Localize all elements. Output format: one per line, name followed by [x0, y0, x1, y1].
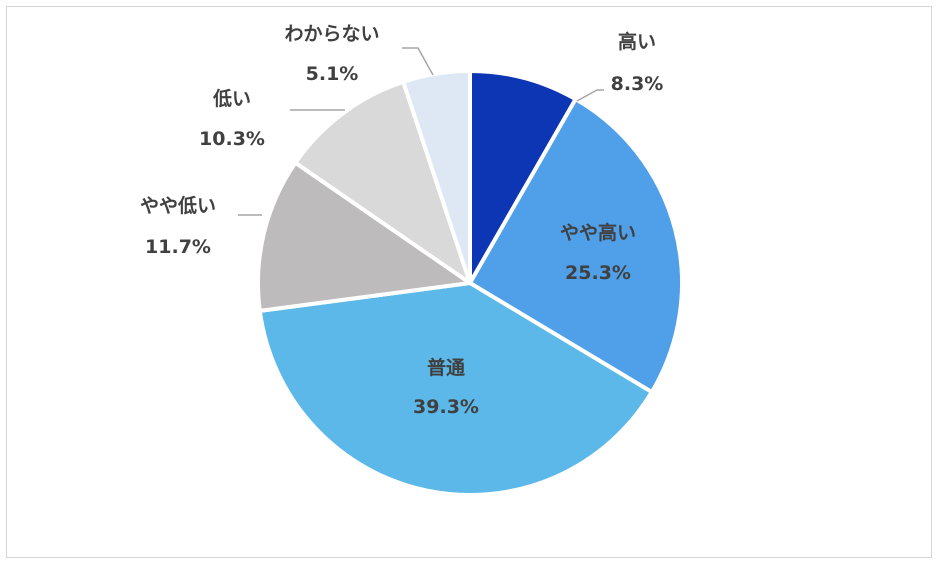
slice-label-name-1: 高い: [618, 30, 656, 53]
slice-label-name-4: やや低い: [140, 194, 216, 217]
slice-label-value-4: 11.7%: [145, 236, 211, 258]
pie-slice-6: [401, 69, 472, 285]
slice-label-name-3: 普通: [427, 356, 466, 379]
slice-label-value-2: 25.3%: [565, 262, 631, 284]
slice-label-value-5: 10.3%: [199, 128, 265, 150]
pie-slice-5: [293, 79, 472, 285]
leader-line-1: [576, 89, 604, 102]
slice-label-name-5: 低い: [212, 87, 251, 110]
slice-labels: 高い 8.3% やや高い 25.3% 普通 39.3% やや低い 11.7% 低い 10.3% わか…: [140, 23, 663, 418]
pie-slice-4: [256, 160, 472, 313]
slice-label-value-1: 8.3%: [611, 73, 664, 95]
slice-label-name-2: やや高い: [560, 221, 636, 244]
pie-slice-3: [257, 281, 654, 497]
pie-slice-2: [468, 97, 684, 395]
leader-lines: [238, 47, 604, 216]
pie-slices: [256, 69, 684, 497]
leader-line-6: [402, 47, 434, 76]
slice-label-value-3: 39.3%: [413, 396, 479, 418]
slice-label-value-6: 5.1%: [306, 63, 359, 85]
slice-label-name-6: わからない: [284, 23, 379, 45]
pie-slice-1: [468, 69, 578, 285]
